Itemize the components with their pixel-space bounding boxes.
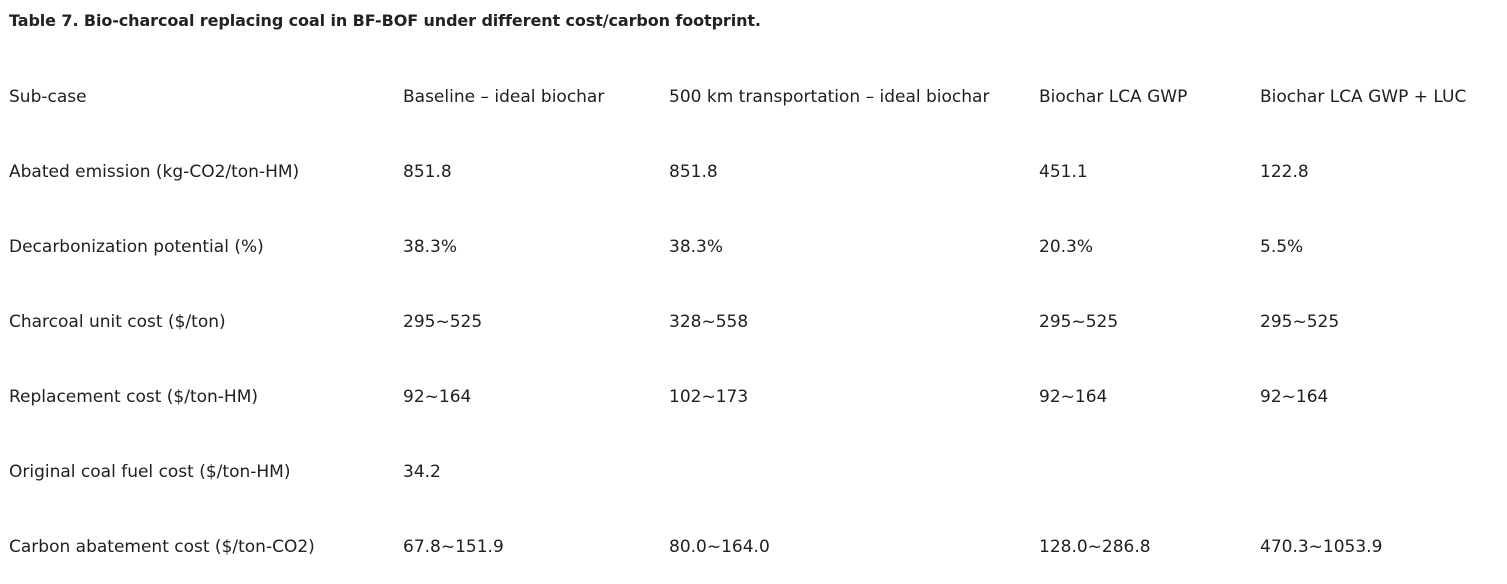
table-cell: 470.3~1053.9 bbox=[1260, 536, 1383, 557]
table-row: Carbon abatement cost ($/ton-CO2) 67.8~1… bbox=[0, 509, 1500, 584]
table-cell: 295~525 bbox=[1039, 311, 1119, 332]
header-cell-lca-gwp: Biochar LCA GWP bbox=[1039, 86, 1188, 107]
table-cell: 92~164 bbox=[403, 386, 472, 407]
table-row: Charcoal unit cost ($/ton) 295~525 328~5… bbox=[0, 284, 1500, 359]
table-cell: 80.0~164.0 bbox=[669, 536, 770, 557]
table-cell: 851.8 bbox=[403, 161, 452, 182]
table-row: Original coal fuel cost ($/ton-HM) 34.2 bbox=[0, 434, 1500, 509]
header-cell-500km: 500 km transportation – ideal biochar bbox=[669, 86, 990, 107]
table-caption: Table 7. Bio-charcoal replacing coal in … bbox=[9, 11, 761, 30]
table-cell: 295~525 bbox=[403, 311, 483, 332]
table-row: Decarbonization potential (%) 38.3% 38.3… bbox=[0, 209, 1500, 284]
header-cell-lca-gwp-luc: Biochar LCA GWP + LUC bbox=[1260, 86, 1467, 107]
table-cell: 92~164 bbox=[1260, 386, 1329, 407]
table-cell: 295~525 bbox=[1260, 311, 1340, 332]
table-cell bbox=[1030, 434, 1251, 509]
header-cell-baseline: Baseline – ideal biochar bbox=[403, 86, 605, 107]
data-table: Sub-case Baseline – ideal biochar 500 km… bbox=[0, 59, 1500, 584]
table-cell: 20.3% bbox=[1039, 236, 1094, 257]
table-cell: 128.0~286.8 bbox=[1039, 536, 1151, 557]
table-cell: 328~558 bbox=[669, 311, 749, 332]
table-cell bbox=[660, 434, 1030, 509]
table-cell: 122.8 bbox=[1260, 161, 1309, 182]
table-row: Abated emission (kg-CO2/ton-HM) 851.8 85… bbox=[0, 134, 1500, 209]
table-header-row: Sub-case Baseline – ideal biochar 500 km… bbox=[0, 59, 1500, 134]
header-cell-sub-case: Sub-case bbox=[9, 86, 87, 107]
table-cell: 67.8~151.9 bbox=[403, 536, 504, 557]
row-label: Original coal fuel cost ($/ton-HM) bbox=[9, 461, 291, 482]
row-label: Charcoal unit cost ($/ton) bbox=[9, 311, 226, 332]
table-cell: 34.2 bbox=[403, 461, 441, 482]
table-cell: 38.3% bbox=[403, 236, 458, 257]
table-cell: 38.3% bbox=[669, 236, 724, 257]
table-cell: 102~173 bbox=[669, 386, 749, 407]
row-label: Decarbonization potential (%) bbox=[9, 236, 264, 257]
row-label: Carbon abatement cost ($/ton-CO2) bbox=[9, 536, 315, 557]
row-label: Abated emission (kg-CO2/ton-HM) bbox=[9, 161, 300, 182]
row-label: Replacement cost ($/ton-HM) bbox=[9, 386, 259, 407]
table-cell: 451.1 bbox=[1039, 161, 1088, 182]
table-cell: 851.8 bbox=[669, 161, 718, 182]
table-cell bbox=[1251, 434, 1500, 509]
table-cell: 92~164 bbox=[1039, 386, 1108, 407]
table-cell: 5.5% bbox=[1260, 236, 1304, 257]
table-row: Replacement cost ($/ton-HM) 92~164 102~1… bbox=[0, 359, 1500, 434]
